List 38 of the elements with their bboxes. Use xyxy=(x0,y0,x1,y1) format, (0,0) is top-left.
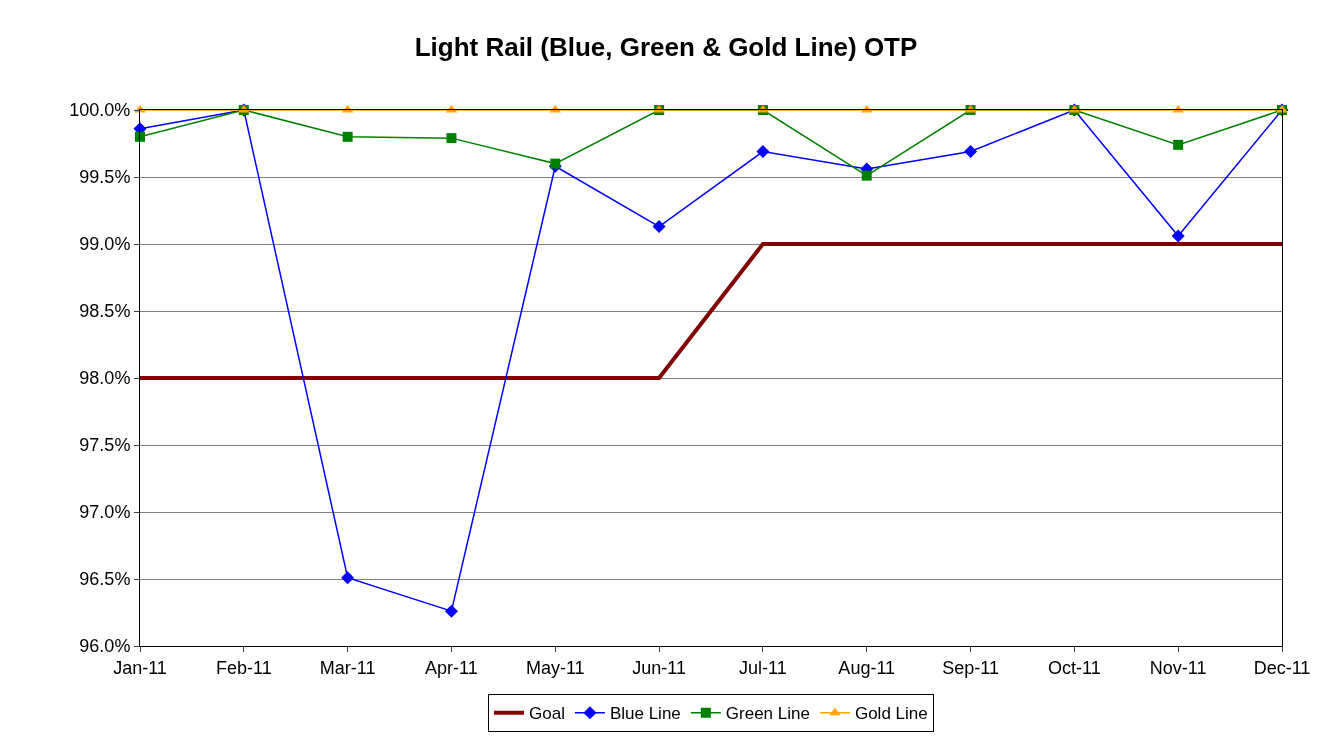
legend-label: Green Line xyxy=(725,704,810,724)
point xyxy=(446,133,457,144)
point xyxy=(444,604,458,618)
y-tick-label: 98.5% xyxy=(79,301,131,322)
legend-label: Goal xyxy=(529,704,565,724)
point xyxy=(652,220,666,234)
y-tick-label: 100.0% xyxy=(69,100,131,121)
x-tick-label: Jun-11 xyxy=(632,657,686,678)
legend-label: Blue Line xyxy=(609,704,681,724)
point xyxy=(861,170,872,181)
x-tick-label: Oct-11 xyxy=(1048,657,1101,678)
x-tick-label: Sep-11 xyxy=(942,657,999,678)
x-tick-label: Feb-11 xyxy=(215,657,272,678)
point xyxy=(964,145,978,159)
y-tick-label: 96.5% xyxy=(79,569,131,590)
chart-title: Light Rail (Blue, Green & Gold Line) OTP xyxy=(414,32,918,62)
point xyxy=(1171,229,1185,243)
y-tick-label: 98.0% xyxy=(79,368,131,389)
x-tick-label: Dec-11 xyxy=(1253,657,1311,678)
x-tick-label: Aug-11 xyxy=(838,657,896,678)
y-tick-label: 97.5% xyxy=(79,435,131,456)
point xyxy=(1173,139,1184,150)
y-tick-label: 99.5% xyxy=(79,167,131,188)
point xyxy=(342,131,353,142)
x-tick-label: Jan-11 xyxy=(113,657,167,678)
x-tick-label: Nov-11 xyxy=(1149,657,1207,678)
point xyxy=(756,145,770,159)
point xyxy=(135,131,145,142)
x-tick-label: Apr-11 xyxy=(425,657,478,678)
y-tick-label: 96.0% xyxy=(79,636,131,657)
x-tick-label: May-11 xyxy=(525,657,585,678)
point xyxy=(550,158,561,169)
y-tick-label: 99.0% xyxy=(79,234,131,255)
legend-label: Gold Line xyxy=(854,704,928,724)
y-tick-label: 97.0% xyxy=(79,502,131,523)
point xyxy=(341,571,355,585)
x-tick-label: Jul-11 xyxy=(739,657,787,678)
x-tick-label: Mar-11 xyxy=(319,657,376,678)
